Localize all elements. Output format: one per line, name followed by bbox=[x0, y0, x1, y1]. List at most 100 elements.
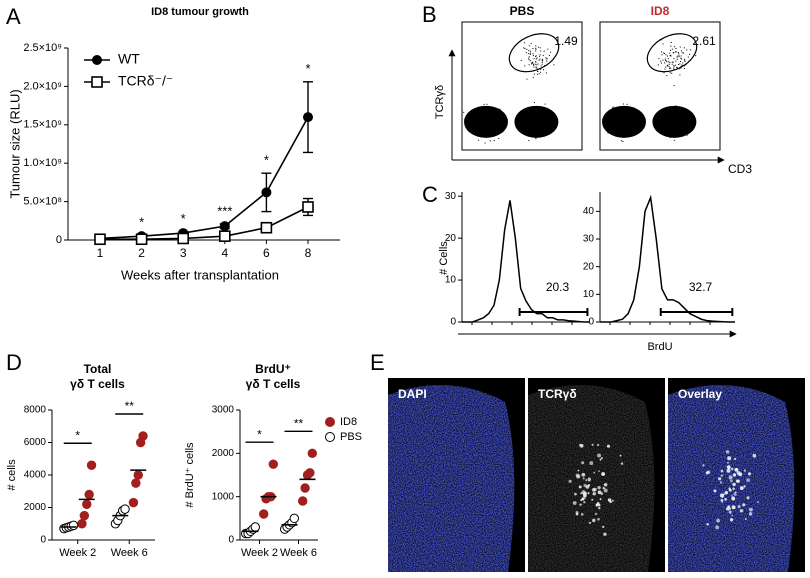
event-dot bbox=[673, 127, 675, 129]
event-dot bbox=[621, 135, 623, 137]
gate-label: 2.61 bbox=[692, 34, 716, 48]
dot bbox=[133, 470, 143, 480]
event-dot bbox=[672, 121, 674, 123]
marker bbox=[94, 233, 106, 246]
event-dot bbox=[619, 126, 621, 128]
speck bbox=[607, 498, 612, 502]
event-dot bbox=[667, 119, 669, 121]
speck bbox=[731, 514, 733, 517]
event-dot bbox=[502, 131, 504, 133]
event-dot bbox=[537, 115, 539, 117]
event-dot bbox=[666, 133, 668, 135]
event-dot bbox=[623, 111, 625, 113]
event-dot bbox=[492, 132, 494, 134]
event-dot bbox=[629, 120, 631, 122]
event-dot bbox=[540, 122, 542, 124]
event-dot bbox=[610, 131, 612, 133]
panel-label: A bbox=[6, 4, 21, 29]
event-dot bbox=[617, 130, 619, 132]
speck bbox=[720, 469, 724, 473]
event-dot bbox=[494, 123, 496, 125]
event-dot bbox=[678, 112, 680, 114]
event-dot bbox=[681, 124, 683, 126]
event-dot bbox=[546, 121, 548, 123]
event-dot bbox=[659, 124, 661, 126]
y-tick-label: 6000 bbox=[24, 437, 47, 448]
event-dot bbox=[535, 138, 537, 140]
event-dot bbox=[533, 102, 535, 104]
event-dot bbox=[672, 52, 674, 54]
event-dot bbox=[625, 126, 627, 128]
event-dot bbox=[671, 48, 673, 50]
event-dot bbox=[630, 119, 632, 121]
event-dot bbox=[666, 65, 668, 67]
event-dot bbox=[623, 136, 625, 138]
event-dot bbox=[617, 121, 619, 123]
event-dot bbox=[628, 120, 630, 122]
event-dot bbox=[635, 129, 637, 131]
event-dot bbox=[532, 55, 534, 57]
speck bbox=[594, 512, 598, 516]
event-dot bbox=[678, 131, 680, 133]
event-dot bbox=[528, 122, 530, 124]
event-dot bbox=[531, 125, 533, 127]
event-dot bbox=[480, 116, 482, 118]
event-dot bbox=[543, 115, 545, 117]
event-dot bbox=[528, 56, 530, 58]
event-dot bbox=[542, 55, 544, 57]
event-dot bbox=[668, 123, 670, 125]
event-dot bbox=[634, 124, 636, 126]
event-dot bbox=[629, 116, 631, 118]
event-dot bbox=[501, 127, 503, 129]
event-dot bbox=[684, 115, 686, 117]
event-dot bbox=[546, 60, 548, 62]
legend-label: PBS bbox=[340, 431, 362, 443]
event-dot bbox=[686, 134, 688, 136]
event-dot bbox=[686, 113, 688, 115]
speck bbox=[568, 479, 572, 483]
flow-plot: 1.49 bbox=[461, 21, 583, 151]
event-dot bbox=[493, 120, 495, 122]
event-dot bbox=[680, 114, 682, 116]
event-dot bbox=[611, 129, 613, 131]
event-dot bbox=[546, 132, 548, 134]
gate-label: 32.7 bbox=[689, 280, 713, 294]
event-dot bbox=[522, 126, 524, 128]
event-dot bbox=[536, 134, 538, 136]
event-dot bbox=[673, 126, 675, 128]
event-dot bbox=[672, 116, 674, 118]
event-dot bbox=[540, 116, 542, 118]
event-dot bbox=[535, 123, 537, 125]
event-dot bbox=[541, 63, 543, 65]
event-dot bbox=[496, 126, 498, 128]
event-dot bbox=[633, 124, 635, 126]
event-dot bbox=[625, 114, 627, 116]
y-tick-label: 8000 bbox=[24, 405, 47, 416]
speck bbox=[583, 501, 586, 504]
event-dot bbox=[681, 58, 683, 60]
event-dot bbox=[491, 115, 493, 117]
event-dot bbox=[689, 53, 691, 55]
event-dot bbox=[540, 119, 542, 121]
event-dot bbox=[666, 118, 668, 120]
y-tick-label: 40 bbox=[583, 206, 595, 217]
event-dot bbox=[489, 111, 491, 113]
event-dot bbox=[549, 121, 551, 123]
event-dot bbox=[539, 47, 541, 49]
event-dot bbox=[613, 120, 615, 122]
event-dot bbox=[673, 122, 675, 124]
event-dot bbox=[628, 121, 630, 123]
event-dot bbox=[620, 122, 622, 124]
event-dot bbox=[482, 115, 484, 117]
dot bbox=[84, 489, 94, 500]
event-dot bbox=[682, 130, 684, 132]
event-dot bbox=[533, 63, 535, 65]
event-dot bbox=[552, 127, 554, 129]
event-dot bbox=[498, 137, 500, 139]
event-dot bbox=[528, 116, 530, 118]
event-dot bbox=[657, 64, 659, 66]
event-dot bbox=[676, 124, 678, 126]
event-dot bbox=[523, 42, 525, 44]
event-dot bbox=[537, 121, 539, 123]
event-dot bbox=[613, 106, 615, 108]
